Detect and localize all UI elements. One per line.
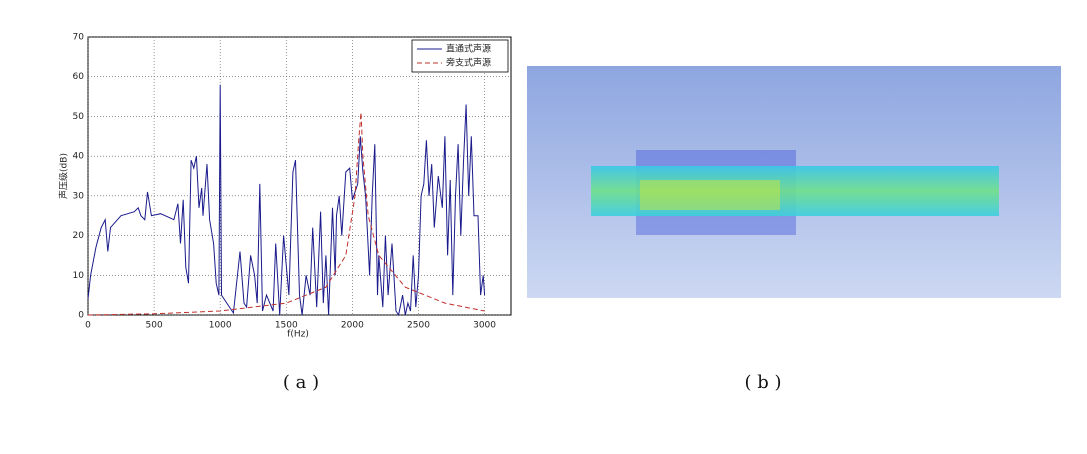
legend-label: 旁支式声源	[446, 57, 491, 69]
data-line	[87, 84, 486, 317]
data-line	[87, 112, 485, 316]
y-tick-label: 0	[78, 311, 84, 321]
y-tick-label: 30	[73, 191, 85, 201]
x-tick-label: 1000	[209, 321, 232, 331]
legend-box	[411, 39, 509, 73]
legend-label: 直通式声源	[446, 43, 491, 55]
caption: ( b )	[744, 372, 781, 393]
caption: ( a )	[283, 372, 319, 393]
x-tick-label: 1500	[275, 321, 298, 331]
y-tick-label: 60	[73, 72, 85, 82]
y-axis-label: 声压级(dB)	[58, 153, 70, 199]
image-b	[527, 66, 1061, 298]
x-tick-label: 2500	[407, 321, 430, 331]
y-tick-label: 10	[73, 271, 85, 281]
x-tick-label: 500	[146, 321, 163, 331]
x-tick-label: 0	[85, 321, 91, 331]
y-tick-label: 50	[73, 112, 85, 122]
y-tick-label: 70	[73, 33, 85, 43]
plot-frame	[87, 36, 512, 316]
y-tick-label: 20	[73, 231, 85, 241]
x-tick-label: 2000	[341, 321, 364, 331]
y-tick-label: 40	[73, 152, 85, 162]
x-tick-label: 3000	[473, 321, 496, 331]
x-axis-label: f(Hz)	[287, 330, 309, 340]
